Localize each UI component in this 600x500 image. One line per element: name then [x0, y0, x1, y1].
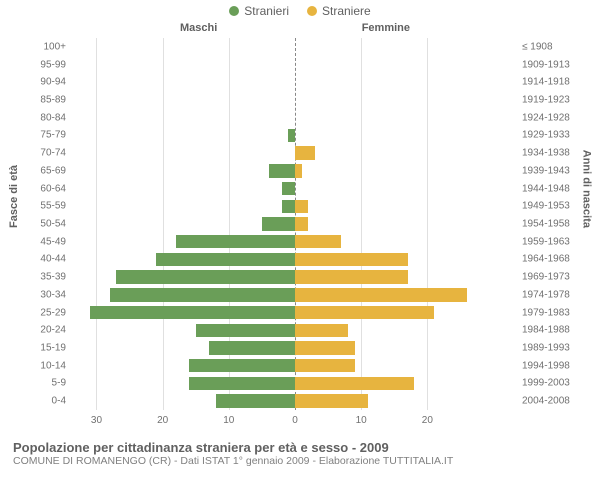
bar-female: [295, 270, 408, 283]
age-label: 55-59: [24, 201, 66, 212]
footer-title: Popolazione per cittadinanza straniera p…: [13, 440, 593, 455]
age-label: 15-19: [24, 343, 66, 354]
bar-male: [288, 129, 295, 142]
bar-male: [282, 200, 295, 213]
bar-male: [196, 324, 295, 337]
pyramid-chart: Maschi Femmine Fasce di età Anni di nasc…: [20, 18, 580, 438]
bar-female: [295, 306, 434, 319]
legend-item-male: Stranieri: [229, 4, 289, 18]
age-label: 100+: [24, 41, 66, 52]
bar-female: [295, 359, 355, 372]
x-tick: 20: [157, 415, 168, 426]
header-male: Maschi: [180, 22, 217, 34]
bar-male: [189, 359, 295, 372]
axis-label-age: Fasce di età: [8, 165, 20, 228]
bar-male: [156, 253, 295, 266]
age-label: 70-74: [24, 148, 66, 159]
bar-female: [295, 377, 414, 390]
bar-female: [295, 288, 467, 301]
year-label: 1984-1988: [522, 325, 576, 336]
age-label: 0-4: [24, 396, 66, 407]
bar-male: [262, 217, 295, 230]
footer-subtitle: COMUNE DI ROMANENGO (CR) - Dati ISTAT 1°…: [13, 455, 593, 467]
plot-area: [70, 38, 520, 410]
chart-footer: Popolazione per cittadinanza straniera p…: [7, 438, 593, 467]
bar-female: [295, 164, 302, 177]
age-label: 5-9: [24, 378, 66, 389]
year-label: 1909-1913: [522, 59, 576, 70]
bar-female: [295, 394, 368, 407]
year-label: 1964-1968: [522, 254, 576, 265]
year-label: 1999-2003: [522, 378, 576, 389]
age-label: 95-99: [24, 59, 66, 70]
year-label: 1994-1998: [522, 360, 576, 371]
bar-male: [216, 394, 295, 407]
year-label: ≤ 1908: [522, 41, 576, 52]
age-label: 60-64: [24, 183, 66, 194]
x-tick: 20: [422, 415, 433, 426]
swatch-male: [229, 6, 239, 16]
bar-male: [269, 164, 295, 177]
year-label: 1954-1958: [522, 219, 576, 230]
age-label: 10-14: [24, 360, 66, 371]
year-label: 1934-1938: [522, 148, 576, 159]
legend-label-female: Straniere: [322, 4, 371, 18]
age-label: 85-89: [24, 95, 66, 106]
year-label: 1939-1943: [522, 165, 576, 176]
year-label: 1929-1933: [522, 130, 576, 141]
age-label: 50-54: [24, 219, 66, 230]
year-label: 1914-1918: [522, 77, 576, 88]
legend-item-female: Straniere: [307, 4, 371, 18]
bar-female: [295, 146, 315, 159]
header-female: Femmine: [362, 22, 410, 34]
bar-male: [90, 306, 295, 319]
year-label: 1919-1923: [522, 95, 576, 106]
age-label: 35-39: [24, 272, 66, 283]
age-label: 80-84: [24, 112, 66, 123]
bar-female: [295, 341, 355, 354]
year-label: 1979-1983: [522, 307, 576, 318]
bar-female: [295, 235, 341, 248]
legend-label-male: Stranieri: [244, 4, 289, 18]
x-tick: 0: [292, 415, 298, 426]
x-tick: 10: [356, 415, 367, 426]
age-label: 20-24: [24, 325, 66, 336]
bar-female: [295, 253, 408, 266]
year-label: 1924-1928: [522, 112, 576, 123]
bar-female: [295, 200, 308, 213]
year-label: 1989-1993: [522, 343, 576, 354]
age-label: 90-94: [24, 77, 66, 88]
bar-male: [116, 270, 295, 283]
year-label: 1959-1963: [522, 236, 576, 247]
year-label: 1949-1953: [522, 201, 576, 212]
bar-male: [282, 182, 295, 195]
bar-male: [209, 341, 295, 354]
age-label: 40-44: [24, 254, 66, 265]
legend: Stranieri Straniere: [0, 0, 600, 18]
axis-label-year: Anni di nascita: [580, 150, 592, 228]
bar-male: [189, 377, 295, 390]
bar-female: [295, 324, 348, 337]
age-label: 75-79: [24, 130, 66, 141]
year-label: 2004-2008: [522, 396, 576, 407]
swatch-female: [307, 6, 317, 16]
bar-male: [110, 288, 295, 301]
x-tick: 10: [223, 415, 234, 426]
x-tick: 30: [91, 415, 102, 426]
age-label: 25-29: [24, 307, 66, 318]
age-label: 45-49: [24, 236, 66, 247]
age-label: 30-34: [24, 289, 66, 300]
year-label: 1944-1948: [522, 183, 576, 194]
age-label: 65-69: [24, 165, 66, 176]
bar-female: [295, 217, 308, 230]
year-label: 1974-1978: [522, 289, 576, 300]
year-label: 1969-1973: [522, 272, 576, 283]
bar-male: [176, 235, 295, 248]
